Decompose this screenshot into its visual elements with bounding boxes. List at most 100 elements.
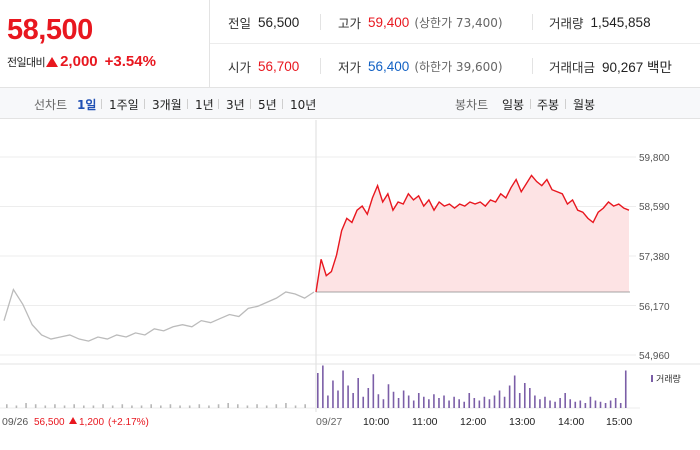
volume-bar bbox=[44, 405, 47, 408]
candle-weekly[interactable]: 주봉 bbox=[537, 98, 560, 112]
x-tick-label: 14:00 bbox=[558, 416, 584, 428]
volume-bar bbox=[332, 380, 334, 408]
volume-bar bbox=[357, 378, 359, 408]
volume-bar bbox=[433, 394, 435, 408]
stat-label: 전일 bbox=[228, 15, 252, 31]
stat-volume: 거래량 1,545,858 bbox=[549, 0, 651, 44]
volume-bar bbox=[25, 403, 27, 408]
stats-row-1: 전일 56,500 고가 59,400 (상한가 73,400) 거래량 1,5… bbox=[210, 0, 700, 44]
volume-bar bbox=[529, 388, 531, 408]
volume-bar bbox=[412, 400, 415, 408]
divider bbox=[250, 99, 251, 109]
volume-bar bbox=[256, 404, 258, 408]
divider bbox=[320, 58, 321, 74]
volume-bar bbox=[594, 400, 597, 408]
line-chart-label: 선차트 bbox=[34, 98, 68, 112]
volume-bars bbox=[6, 365, 627, 408]
volume-bar bbox=[559, 398, 561, 408]
volume-bar bbox=[397, 398, 400, 408]
volume-bar bbox=[15, 405, 18, 408]
volume-bar bbox=[534, 395, 536, 408]
y-tick-label: 54,960 bbox=[639, 351, 670, 362]
volume-bar bbox=[599, 401, 602, 408]
volume-bar bbox=[294, 405, 297, 408]
volume-bar bbox=[352, 393, 354, 408]
volume-bar bbox=[554, 401, 556, 408]
volume-bar bbox=[473, 398, 476, 408]
divider bbox=[218, 99, 219, 109]
stat-low: 저가 56,400 (하한가 39,600) bbox=[338, 44, 503, 88]
x-tick-label: 15:00 bbox=[606, 416, 632, 428]
volume-bar bbox=[458, 399, 460, 408]
volume-bar bbox=[150, 404, 152, 408]
period-3year[interactable]: 3년 bbox=[226, 98, 245, 112]
volume-bar bbox=[367, 388, 370, 408]
volume-bar bbox=[523, 383, 526, 408]
volume-bar bbox=[589, 396, 592, 408]
volume-bar bbox=[619, 403, 622, 408]
y-tick-label: 59,800 bbox=[639, 153, 670, 164]
volume-bar bbox=[549, 400, 551, 408]
price-chart[interactable]: 59,800 58,590 57,380 56,170 54,960 거래량 0… bbox=[0, 120, 700, 450]
volume-bar bbox=[387, 384, 390, 408]
up-triangle-icon bbox=[69, 417, 77, 424]
price-summary: 58,500 전일대비 2,000 +3.54% bbox=[0, 0, 210, 88]
divider bbox=[144, 99, 145, 109]
period-3month[interactable]: 3개월 bbox=[152, 98, 182, 112]
volume-bar bbox=[111, 405, 114, 408]
volume-bar bbox=[208, 405, 210, 408]
divider bbox=[530, 99, 531, 109]
stat-value: 59,400 bbox=[368, 14, 410, 30]
volume-bar bbox=[227, 403, 229, 408]
volume-bar bbox=[140, 405, 143, 408]
volume-bar bbox=[160, 405, 162, 408]
divider bbox=[532, 14, 533, 30]
volume-bar bbox=[217, 404, 220, 408]
volume-legend-swatch bbox=[651, 375, 653, 382]
volume-bar bbox=[237, 404, 239, 408]
y-tick-label: 56,170 bbox=[639, 302, 670, 313]
volume-legend-label: 거래량 bbox=[656, 373, 681, 385]
volume-bar bbox=[265, 405, 268, 408]
volume-bar bbox=[438, 398, 440, 408]
divider bbox=[532, 58, 533, 74]
volume-bar bbox=[498, 390, 501, 408]
stat-value: 90,267 백만 bbox=[602, 60, 672, 75]
period-1day[interactable]: 1일 bbox=[77, 98, 97, 112]
prev-day-change-pct: (+2.17%) bbox=[108, 417, 149, 428]
stat-prev-close: 전일 56,500 bbox=[228, 0, 299, 44]
volume-bar bbox=[372, 374, 375, 408]
volume-bar bbox=[34, 404, 37, 408]
period-10year[interactable]: 10년 bbox=[290, 98, 317, 112]
period-5year[interactable]: 5년 bbox=[258, 98, 277, 112]
volume-bar bbox=[285, 403, 287, 408]
y-tick-label: 57,380 bbox=[639, 252, 670, 263]
volume-bar bbox=[337, 390, 339, 408]
candle-monthly[interactable]: 월봉 bbox=[573, 98, 596, 112]
volume-bar bbox=[518, 393, 521, 408]
divider bbox=[101, 99, 102, 109]
volume-bar bbox=[478, 400, 481, 408]
period-1year[interactable]: 1년 bbox=[195, 98, 214, 112]
change-label: 전일대비 bbox=[7, 55, 46, 69]
volume-bar bbox=[275, 404, 278, 408]
volume-bar bbox=[569, 399, 572, 408]
today-price-line bbox=[315, 174, 630, 293]
volume-bar bbox=[503, 396, 506, 408]
change-row: 전일대비 2,000 +3.54% bbox=[7, 53, 156, 70]
period-1week[interactable]: 1주일 bbox=[109, 98, 139, 112]
prev-day-close: 56,500 bbox=[34, 417, 65, 428]
volume-bar bbox=[347, 385, 349, 408]
stats-table: 전일 56,500 고가 59,400 (상한가 73,400) 거래량 1,5… bbox=[210, 0, 700, 88]
stat-label: 고가 bbox=[338, 15, 362, 31]
volume-bar bbox=[198, 404, 201, 408]
volume-bar bbox=[468, 393, 471, 408]
divider bbox=[187, 99, 188, 109]
candle-daily[interactable]: 일봉 bbox=[502, 98, 525, 112]
x-tick-label: 13:00 bbox=[509, 416, 535, 428]
volume-bar bbox=[564, 393, 566, 408]
volume-bar bbox=[453, 396, 455, 408]
chart-toolbar: 선차트 1일 1주일 3개월 1년 3년 5년 10년 봉차트 일봉 주봉 월봉 bbox=[0, 88, 700, 119]
volume-bar bbox=[362, 396, 365, 408]
volume-bar bbox=[584, 403, 587, 408]
